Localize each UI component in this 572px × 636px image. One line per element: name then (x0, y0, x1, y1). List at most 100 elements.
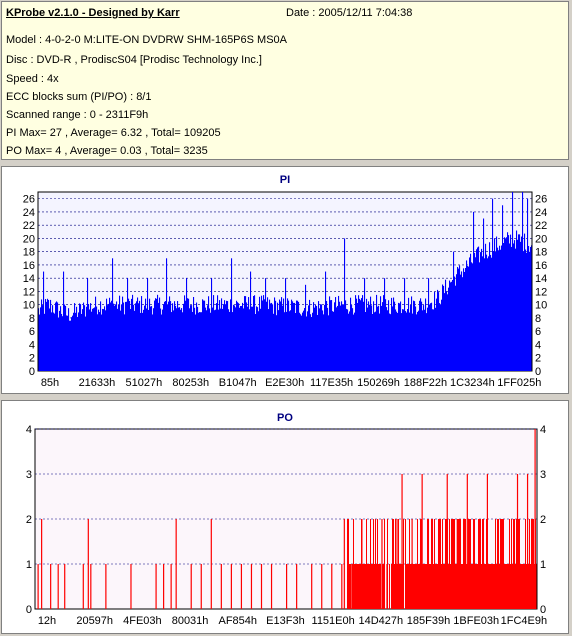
po-bar (499, 564, 500, 609)
pi-bar (104, 306, 106, 371)
po-bar (431, 519, 432, 609)
y-tick-label-left: 4 (29, 339, 35, 351)
pi-bar (435, 307, 437, 371)
pi-bar (253, 296, 255, 371)
po-bar (525, 519, 526, 609)
pi-bar (454, 276, 456, 371)
po-bar (469, 519, 470, 609)
po-bar (409, 519, 410, 609)
po-bar (497, 519, 498, 609)
pi-bar (425, 298, 427, 371)
pi-bar (204, 300, 206, 371)
pi-bar (106, 298, 108, 371)
po-bar (442, 519, 443, 609)
pi-bar (309, 299, 311, 371)
pi-bar (216, 303, 218, 371)
pi-bar (295, 313, 297, 371)
pi-bar (145, 298, 147, 371)
po-bar (354, 564, 355, 609)
x-tick-label: E2E30h (265, 377, 304, 389)
pi-bar (231, 258, 233, 371)
y-tick-label-left: 2 (26, 514, 32, 526)
x-tick-label: AF854h (218, 615, 257, 627)
po-bar (240, 564, 243, 609)
x-tick-label: 188F22h (404, 377, 447, 389)
pi-bar (85, 316, 87, 371)
pi-bar (394, 301, 396, 371)
pi-bar (209, 308, 211, 371)
pi-bar (521, 236, 523, 371)
pi-bar (283, 298, 285, 371)
pi-bar (128, 298, 130, 371)
pi-bar (99, 312, 101, 371)
pi-bar (404, 278, 406, 371)
pi-bar (513, 243, 515, 371)
po-bar (351, 564, 353, 609)
pi-bar (375, 311, 377, 371)
pi-bar (129, 301, 131, 371)
pi-bar (187, 298, 189, 371)
pi-bar (405, 311, 407, 371)
po-bar (437, 564, 438, 609)
pi-bar (434, 291, 436, 371)
po-bar (82, 564, 84, 609)
po-bar (378, 564, 379, 609)
pi-bar (169, 296, 171, 371)
pi-bar (333, 311, 335, 371)
pi-bar (385, 299, 387, 371)
y-tick-label-right: 12 (535, 286, 547, 298)
pi-bar (325, 271, 327, 371)
po-bar (352, 564, 353, 609)
pi-bar (345, 300, 347, 371)
pi-bar (297, 300, 299, 371)
pi-bar (426, 313, 428, 371)
po-bar (459, 519, 460, 609)
x-tick-label: E13F3h (266, 615, 305, 627)
pi-bar (71, 317, 73, 371)
pi-bar (338, 295, 340, 371)
pi-bar (127, 278, 129, 371)
pi-bar (174, 301, 176, 371)
pi-bar (98, 309, 100, 371)
pi-bar (300, 314, 302, 371)
pi-bar (326, 300, 328, 371)
pi-bar (474, 252, 476, 371)
po-bar (509, 519, 510, 609)
pi-bar (245, 296, 247, 371)
pi-bar (65, 305, 67, 371)
pi-bar (327, 307, 329, 371)
pi-bar (172, 303, 174, 371)
pi-bar (166, 258, 168, 371)
po-bar (105, 564, 107, 609)
pi-bar (500, 249, 502, 371)
pi-bar (255, 314, 257, 371)
pi-bar (39, 314, 41, 371)
pi-bar (275, 300, 277, 371)
po-bar (369, 564, 370, 609)
y-tick-label-right: 26 (535, 194, 547, 206)
pi-bar (84, 305, 86, 371)
po-bar (414, 564, 415, 609)
pi-bar (396, 311, 398, 371)
pi-bar (47, 298, 49, 371)
pi-stats: PI Max= 27 , Average= 6.32 , Total= 1092… (6, 127, 221, 139)
pi-bar (349, 311, 351, 371)
app-title: KProbe v2.1.0 - Designed by Karr (6, 7, 180, 19)
pi-bar (428, 278, 430, 371)
po-bar (426, 564, 427, 609)
x-tick-label: 117E35h (310, 377, 353, 389)
po-bar (349, 564, 350, 609)
pi-bar (87, 278, 89, 371)
x-tick-label: 185F39h (407, 615, 450, 627)
pi-bar (400, 301, 402, 371)
pi-bar (130, 309, 132, 371)
pi-bar (319, 308, 321, 371)
pi-bar (367, 307, 369, 371)
chart-title: PI (280, 174, 290, 186)
pi-bar (259, 296, 261, 371)
pi-bar (421, 301, 423, 371)
pi-bar (244, 296, 246, 371)
pi-bar (477, 247, 479, 371)
po-bar (511, 519, 512, 609)
po-bar (370, 519, 371, 609)
